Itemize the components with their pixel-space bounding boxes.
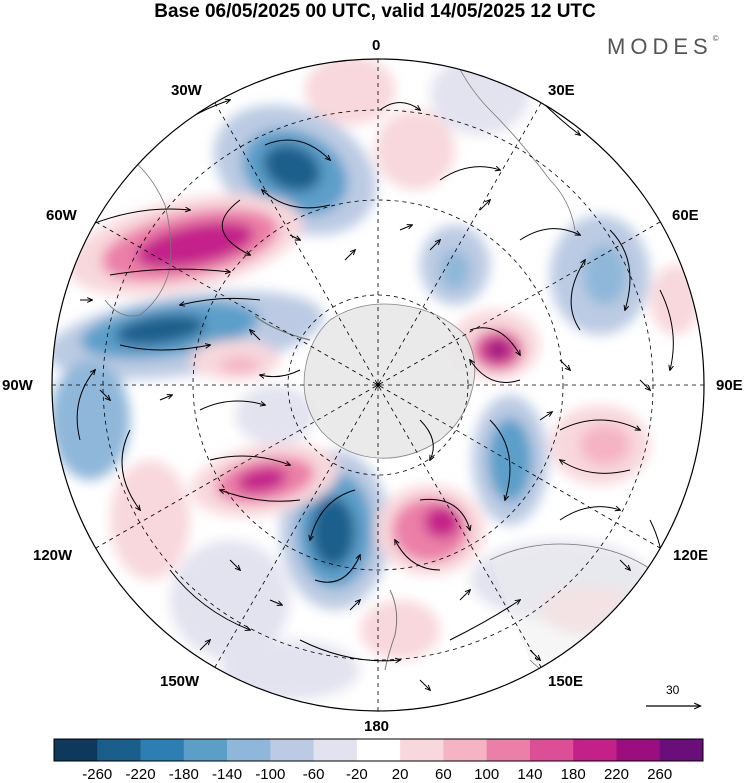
colorbar-tick-label: 220 (603, 766, 629, 783)
colorbar-tick-label: 60 (435, 766, 452, 783)
map-border (51, 58, 705, 712)
colorbar-swatch (313, 739, 358, 761)
south-pole-point (376, 383, 380, 387)
wind-vector-ticks (80, 200, 650, 690)
colorbar-swatch (443, 739, 487, 761)
longitude-label-60w: 60W (46, 207, 77, 224)
colorbar-tick-label: 180 (560, 766, 586, 783)
colorbar-tick-label: 100 (474, 766, 500, 783)
colorbar-swatch (97, 739, 141, 761)
colorbar-swatch (270, 739, 314, 761)
colorbar-tick-label: -60 (302, 766, 325, 783)
colorbar-tick-label: 140 (517, 766, 543, 783)
map-title: Base 06/05/2025 00 UTC, valid 14/05/2025… (154, 1, 596, 22)
colorbar-swatch (573, 739, 617, 761)
longitude-label-30e: 30E (548, 82, 575, 99)
reference-vector-value: 30 (666, 683, 680, 697)
colorbar (53, 738, 704, 762)
longitude-label-0: 0 (372, 37, 381, 54)
longitude-label-150w: 150W (160, 673, 200, 690)
antarctic-peninsula (254, 315, 311, 341)
antarctica-landmass (303, 303, 476, 459)
south-america-outline (104, 149, 172, 317)
colorbar-tick-label: -260 (82, 766, 113, 783)
longitude-label-120e: 120E (673, 547, 709, 564)
colorbar-tick-label: -20 (346, 766, 368, 783)
colorbar-tick-label: -180 (168, 766, 199, 783)
africa-outline (454, 59, 576, 231)
longitude-label-30w: 30W (171, 82, 202, 99)
longitude-label-90w: 90W (2, 377, 33, 394)
colorbar-swatch (54, 739, 98, 761)
longitude-label-180: 180 (364, 718, 390, 735)
colorbar-tick-label: 260 (647, 766, 673, 783)
colorbar-swatch (529, 739, 574, 761)
colorbar-swatch (183, 739, 228, 761)
colorbar-swatch (356, 739, 401, 761)
colorbar-swatch (140, 739, 185, 761)
colorbar-swatch (616, 739, 661, 761)
colorbar-tick-label: 20 (391, 766, 409, 783)
graticule (52, 59, 704, 711)
brand-text: MODES (607, 34, 713, 59)
colorbar-swatch (400, 739, 444, 761)
longitude-label-90e: 90E (716, 377, 743, 394)
colorbar-swatch (227, 739, 271, 761)
modes-logo: MODES© (607, 34, 719, 60)
colorbar-tick-label: -100 (255, 766, 286, 783)
colorbar-frame (53, 738, 704, 762)
colorbar-swatch (486, 739, 531, 761)
colorbar-swatch (659, 739, 704, 761)
copyright-mark: © (712, 34, 719, 43)
colorbar-tick-label: -220 (125, 766, 156, 783)
longitude-label-150e: 150E (548, 673, 584, 690)
longitude-label-120w: 120W (33, 547, 73, 564)
longitude-label-60e: 60E (672, 207, 699, 224)
colorbar-tick-label: -140 (212, 766, 243, 783)
